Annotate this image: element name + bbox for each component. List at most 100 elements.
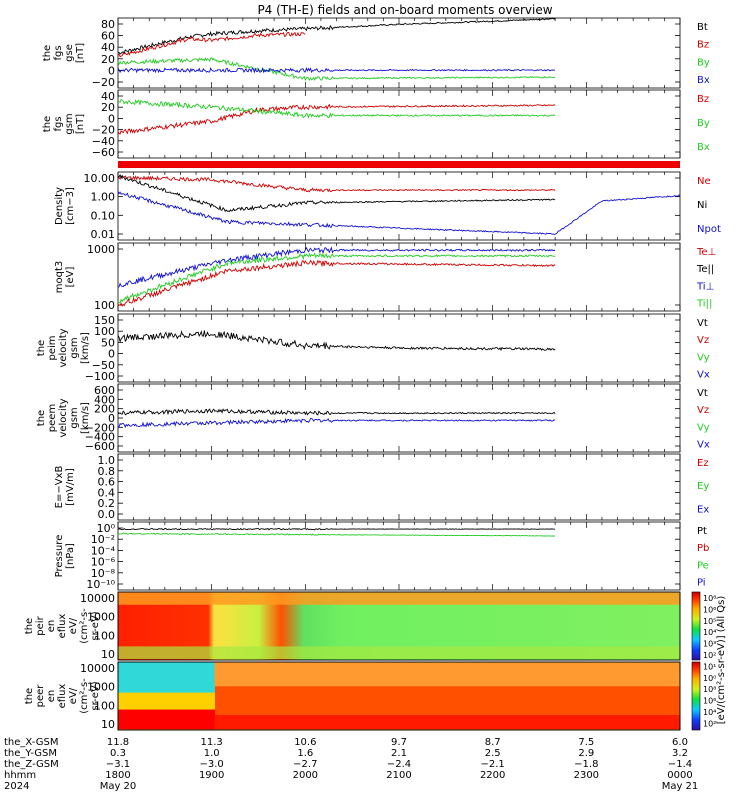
y-tick-label: 0: [108, 112, 115, 125]
y-axis-label: fgs: [53, 45, 64, 60]
series-Ti⊥: [117, 246, 556, 289]
y-tick-label: 20: [101, 101, 115, 114]
series-Vt: [117, 408, 556, 416]
colorbar-tick: 10⁸: [703, 594, 716, 603]
legend-entry: Bz: [697, 40, 709, 51]
series-Vt: [117, 330, 556, 351]
y-axis-label: sr-eV): [90, 611, 101, 640]
y-tick-label: −600: [85, 440, 115, 453]
y-axis-label: (cm²-s-: [79, 608, 90, 644]
y-tick-label: −400: [85, 431, 115, 444]
x-tick-label: 2300: [574, 770, 599, 781]
y-axis-label: peim: [47, 335, 58, 360]
y-axis-label: the: [36, 410, 47, 426]
y-tick-label: 20: [101, 53, 115, 66]
legend-entry: Bz: [697, 94, 709, 105]
y-tick-label: −100: [85, 370, 115, 383]
x-tick-label: 0000: [667, 770, 692, 781]
colorbar-tick: 10¹: [703, 662, 716, 671]
legend-entry: Ni: [697, 200, 707, 211]
panel-density: 10.00 1.00 0.10 0.01 Density [cm−3] Ne Ni Npot: [54, 171, 721, 241]
series-Bx: [117, 66, 556, 74]
x-row-label: the_X-GSM: [4, 737, 58, 748]
x-tick-label: −1.8: [574, 759, 598, 770]
series-Ne: [117, 175, 556, 193]
x-tick-label: 3.2: [672, 748, 688, 759]
x-tick-label: −1.4: [668, 759, 692, 770]
legend-entry: Bx: [697, 142, 710, 153]
y-axis-label: the: [42, 116, 53, 132]
panel-efield: 1.00.80.60.40.20.0 E=−VxB [mV/m] Ez Ey Ex: [54, 453, 709, 521]
legend-entry: Pi: [697, 577, 706, 588]
y-axis-label: eflux: [57, 684, 68, 709]
y-axis-label: en: [46, 620, 57, 633]
series-group-peem-vel: [117, 408, 556, 429]
series-group-temp: [117, 246, 556, 307]
y-axis-label: eV/: [68, 687, 79, 704]
panel-frame: [117, 521, 681, 591]
y-axis-label: [eV]: [65, 267, 76, 288]
legend-entry: Vy: [697, 352, 710, 363]
y-tick-label: 1000: [87, 243, 115, 256]
series-By: [117, 98, 556, 119]
series-Bz: [117, 31, 306, 58]
series-group-peim-vel: [117, 330, 556, 351]
y-axis-label: Pressure: [54, 535, 65, 578]
y-axis-label: gsm: [69, 337, 80, 358]
x-tick-label: 0.3: [110, 748, 126, 759]
spectrogram-layer: [117, 591, 681, 731]
series-group-pressure: [117, 527, 556, 537]
y-axis-label: [nPa]: [65, 543, 76, 569]
x-row-label: hhmm: [4, 770, 36, 781]
legend-entry: Vy: [697, 422, 710, 433]
x-tick-label: −3.1: [106, 759, 130, 770]
y-tick-label: 1.00: [91, 191, 116, 204]
colorbar-label: [eV/(cm²-s-sr-eV)] (All Qs): [716, 596, 727, 725]
y-tick-label: 10: [101, 648, 115, 661]
series-Bz: [117, 103, 556, 135]
panel-frame: [117, 591, 681, 661]
panel-frame: [117, 453, 681, 521]
y-axis-label: the: [24, 688, 35, 704]
series-Te⊥: [117, 259, 556, 307]
x-tick-label: 2100: [386, 770, 411, 781]
y-tick-label: 0.0: [98, 508, 116, 521]
y-axis-label: eflux: [57, 614, 68, 639]
x-tick-label: 11.3: [201, 737, 223, 748]
ion-spectrogram-band: [118, 592, 680, 605]
y-tick-label: 150: [94, 314, 115, 327]
y-tick-label: 100: [94, 699, 115, 712]
y-tick-label: 0: [108, 64, 115, 77]
y-axis-label: Density: [54, 187, 65, 225]
x-tick-label: 1900: [199, 770, 224, 781]
colorbar-ion: [691, 591, 701, 661]
y-axis-label: gse: [64, 44, 75, 62]
y-tick-label: 200: [94, 403, 115, 416]
y-tick-label: 10000: [80, 592, 115, 605]
y-axis-label: the: [42, 45, 53, 61]
legend-entry: Vt: [697, 318, 708, 329]
y-tick-label: 0.8: [98, 465, 116, 478]
x-row-label: the_Z-GSM: [4, 759, 59, 770]
y-axis-label: E=−VxB: [54, 466, 65, 509]
y-tick-label: 0: [108, 412, 115, 425]
x-tick-label: 1800: [105, 770, 130, 781]
y-tick-label: 0.01: [91, 228, 116, 241]
legend-entry: Te||: [696, 264, 714, 275]
y-axis-label: the: [24, 618, 35, 634]
x-tick-label: May 20: [100, 781, 137, 792]
colorbar-tick: 10⁵: [703, 617, 716, 626]
y-axis-label: velocity: [58, 328, 69, 367]
colorbar: 10⁸ 10⁶ 10⁵ 10⁴ 10³ 10² 10¹ 10⁰ 10⁸ 10⁶ 10⁴ 10² [eV…: [691, 591, 727, 731]
series-Pt: [117, 527, 556, 531]
y-axis-label: gsm: [69, 407, 80, 428]
colorbar-tick: 10³: [703, 640, 716, 649]
y-tick-label: −20: [92, 124, 115, 137]
legend-entry: Bx: [697, 75, 710, 86]
y-axis-label: (cm²-s-: [79, 678, 90, 714]
x-axis: the_X-GSMthe_Y-GSMthe_Z-GSMhhmm202411.80…: [4, 737, 698, 792]
legend-entry: Pt: [697, 526, 707, 537]
y-tick-label: 60: [101, 30, 115, 43]
